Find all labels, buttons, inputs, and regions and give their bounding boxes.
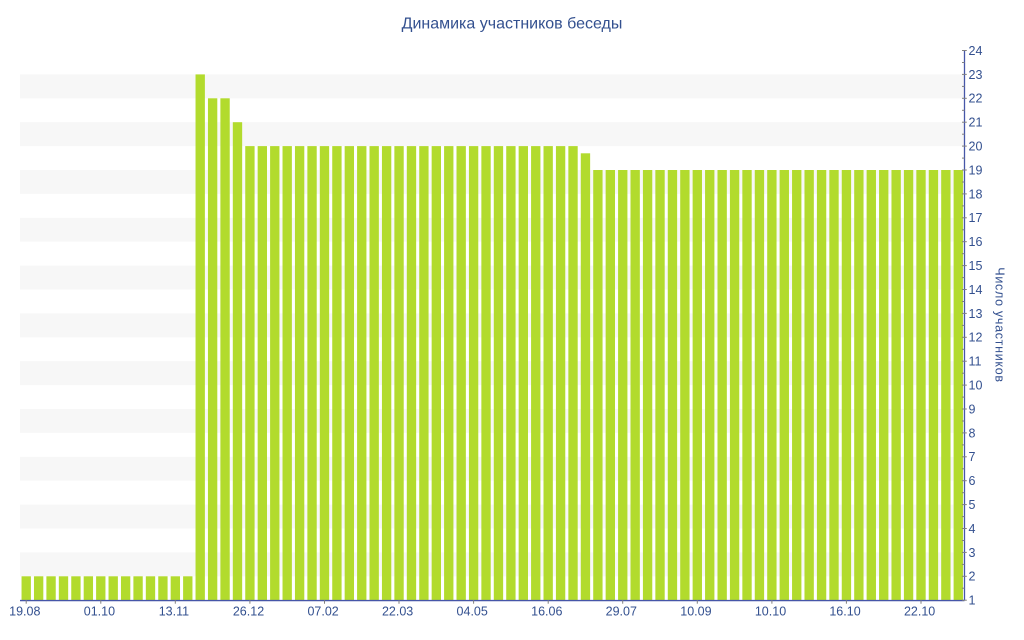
svg-text:Динамика участников беседы: Динамика участников беседы <box>402 16 623 33</box>
svg-text:6: 6 <box>969 474 976 488</box>
svg-text:8: 8 <box>969 426 976 440</box>
svg-text:22: 22 <box>969 92 983 106</box>
svg-text:04.05: 04.05 <box>457 604 488 618</box>
svg-text:13.11: 13.11 <box>159 604 189 618</box>
svg-text:20: 20 <box>969 140 983 154</box>
svg-text:11: 11 <box>969 355 982 369</box>
svg-text:29.07: 29.07 <box>606 604 637 618</box>
svg-text:14: 14 <box>969 283 983 297</box>
svg-text:26.12: 26.12 <box>233 604 264 618</box>
svg-text:15: 15 <box>969 259 983 273</box>
svg-text:18: 18 <box>969 187 983 201</box>
svg-text:5: 5 <box>969 498 976 512</box>
svg-text:10.09: 10.09 <box>680 604 711 618</box>
svg-text:7: 7 <box>969 450 976 464</box>
svg-text:10.10: 10.10 <box>755 604 786 618</box>
svg-text:4: 4 <box>969 522 976 536</box>
svg-text:2: 2 <box>969 570 976 584</box>
svg-text:01.10: 01.10 <box>84 604 115 618</box>
svg-text:13: 13 <box>969 307 983 321</box>
svg-text:Число участников: Число участников <box>993 267 1007 382</box>
svg-text:19.08: 19.08 <box>9 604 40 618</box>
svg-text:17: 17 <box>969 211 983 225</box>
svg-text:3: 3 <box>969 546 976 560</box>
svg-text:07.02: 07.02 <box>307 604 338 618</box>
svg-text:21: 21 <box>969 116 983 130</box>
svg-text:16.10: 16.10 <box>829 604 860 618</box>
svg-text:9: 9 <box>969 402 976 416</box>
svg-text:1: 1 <box>969 594 976 608</box>
svg-text:24: 24 <box>969 44 983 58</box>
svg-text:22.10: 22.10 <box>904 604 935 618</box>
svg-text:10: 10 <box>969 379 983 393</box>
svg-text:16: 16 <box>969 235 983 249</box>
svg-text:19: 19 <box>969 163 983 177</box>
svg-text:12: 12 <box>969 331 983 345</box>
svg-text:16.06: 16.06 <box>531 604 562 618</box>
svg-text:23: 23 <box>969 68 983 82</box>
svg-text:22.03: 22.03 <box>382 604 413 618</box>
